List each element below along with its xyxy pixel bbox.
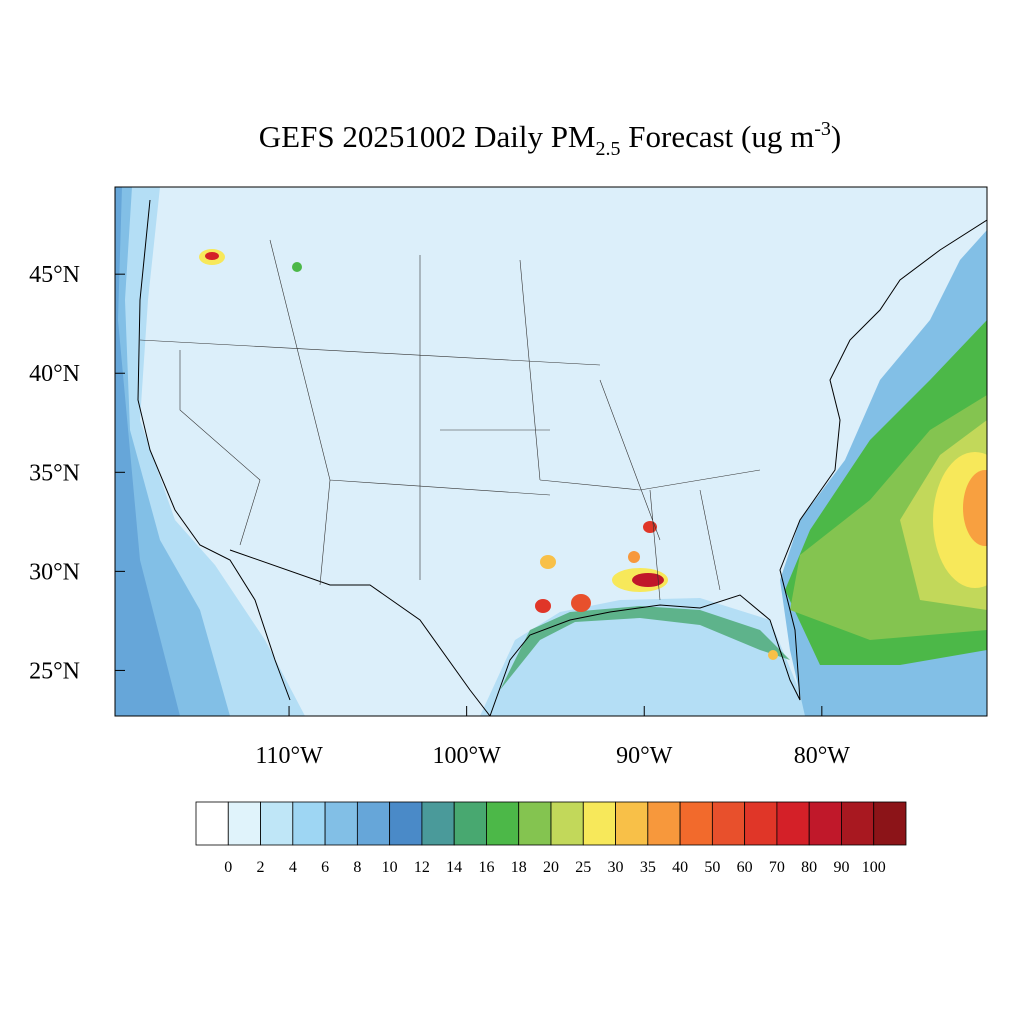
colorbar-swatch xyxy=(453,801,487,846)
colorbar-swatch xyxy=(324,801,358,846)
colorbar-label: 25 xyxy=(575,859,591,876)
colorbar-label: 6 xyxy=(321,859,329,876)
field-hotspot xyxy=(768,650,778,660)
field-hotspot xyxy=(292,262,302,272)
field-hotspot xyxy=(571,594,591,612)
field-hotspot xyxy=(628,551,640,563)
field-hotspot xyxy=(963,470,987,546)
colorbar-swatch xyxy=(808,801,842,846)
colorbar-label: 10 xyxy=(382,859,398,876)
colorbar-swatch xyxy=(679,801,713,846)
y-tick-label: 30°N xyxy=(29,559,80,585)
colorbar-swatch xyxy=(518,801,552,846)
title-text: GEFS 20251002 Daily PM xyxy=(259,119,596,154)
y-tick-label: 45°N xyxy=(29,262,80,288)
colorbar-swatch xyxy=(776,801,810,846)
colorbar-label: 18 xyxy=(511,859,527,876)
field-gulf-band xyxy=(500,606,790,690)
coastline xyxy=(137,199,987,716)
colorbar-label: 30 xyxy=(608,859,624,876)
field-hotspot xyxy=(205,252,219,260)
colorbar-swatch xyxy=(260,801,294,846)
colorbar-swatch xyxy=(711,801,746,846)
colorbar-label: 50 xyxy=(704,859,720,876)
colorbar-swatch xyxy=(550,801,584,846)
colorbar-swatch xyxy=(421,801,455,846)
state-lines xyxy=(139,239,761,601)
title-superscript: -3 xyxy=(814,118,831,140)
colorbar-label: 70 xyxy=(769,859,785,876)
colorbar-label: 14 xyxy=(446,859,462,876)
colorbar-swatch xyxy=(615,801,649,846)
y-tick-label: 25°N xyxy=(29,658,80,684)
colorbar-swatch xyxy=(873,801,907,846)
title-text: Forecast (ug m xyxy=(621,119,815,154)
colorbar-label: 20 xyxy=(543,859,559,876)
x-tick-label: 100°W xyxy=(433,743,502,769)
colorbar-swatch xyxy=(292,801,326,846)
colorbar-label: 8 xyxy=(353,859,361,876)
title-text: ) xyxy=(831,119,841,154)
map-field xyxy=(115,187,987,716)
field-pacific xyxy=(115,187,180,716)
colorbar-swatch xyxy=(744,801,778,846)
title-subscript: 2.5 xyxy=(596,138,621,160)
x-tick-label: 110°W xyxy=(255,743,323,769)
colorbar-swatch xyxy=(227,801,261,846)
y-tick-label: 35°N xyxy=(29,460,80,486)
colorbar-swatch xyxy=(356,801,391,846)
field-hotspot xyxy=(540,555,556,569)
colorbar-label: 4 xyxy=(289,859,297,876)
title: GEFS 20251002 Daily PM2.5 Forecast (ug m… xyxy=(259,118,841,160)
field-hotspot xyxy=(535,599,551,613)
colorbar-label: 40 xyxy=(672,859,688,876)
colorbar-swatch xyxy=(195,801,229,846)
x-tick-label: 80°W xyxy=(794,743,851,769)
colorbar-label: 35 xyxy=(640,859,656,876)
colorbar-swatch xyxy=(582,801,616,846)
colorbar-label: 2 xyxy=(257,859,265,876)
colorbar-label: 0 xyxy=(224,859,232,876)
colorbar-label: 16 xyxy=(478,859,494,876)
x-tick-label: 90°W xyxy=(616,743,673,769)
y-tick-label: 40°N xyxy=(29,361,80,387)
field-hotspot xyxy=(632,573,664,587)
map-frame xyxy=(114,186,988,717)
colorbar-label: 100 xyxy=(862,859,886,876)
colorbar-label: 12 xyxy=(414,859,430,876)
colorbar-swatch xyxy=(486,801,520,846)
colorbar-label: 60 xyxy=(737,859,753,876)
colorbar-label: 80 xyxy=(801,859,817,876)
colorbar-swatch xyxy=(647,801,681,846)
colorbar-swatch xyxy=(389,801,423,846)
colorbar-label: 90 xyxy=(833,859,849,876)
colorbar-swatch xyxy=(841,801,875,846)
